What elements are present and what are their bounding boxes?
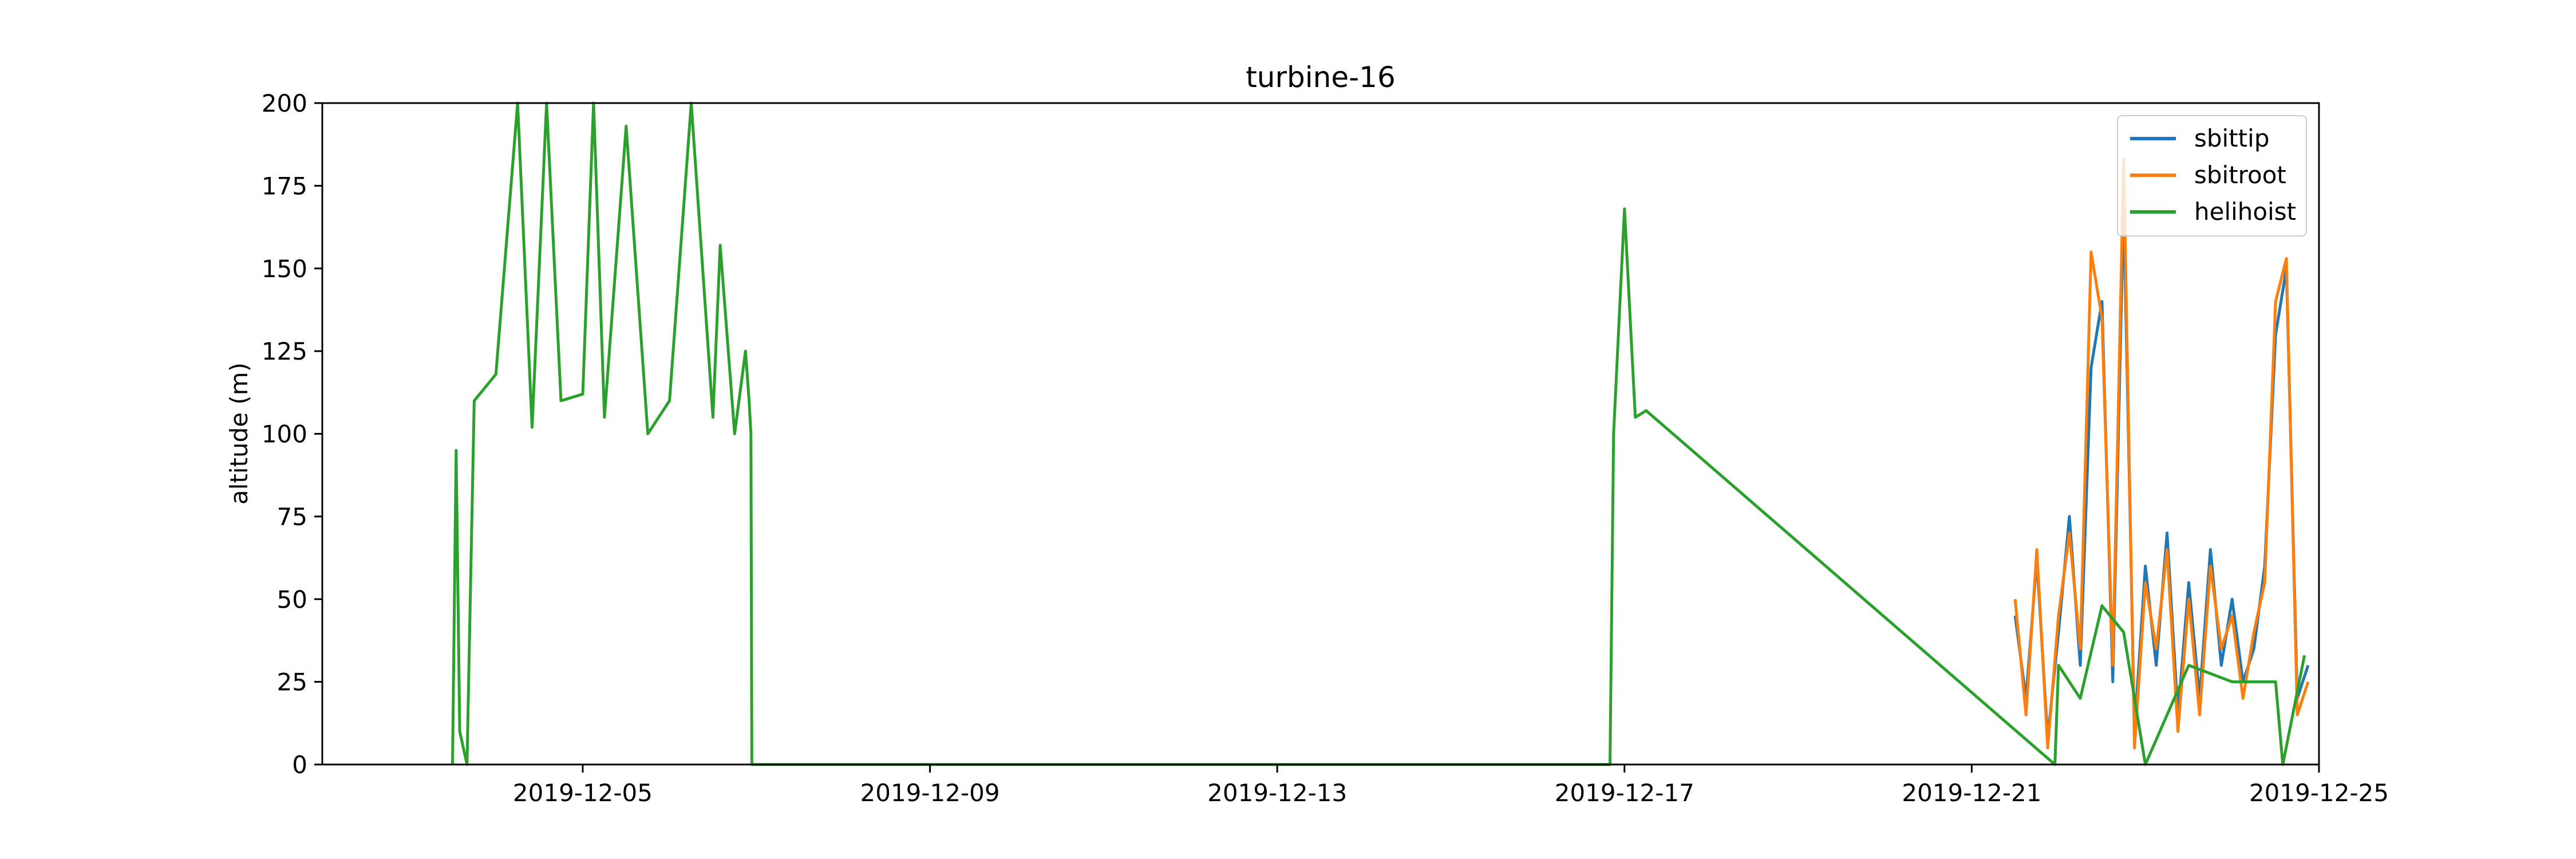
legend: sbittip sbitroot helihoist bbox=[2117, 115, 2307, 237]
legend-label-sbitroot: sbitroot bbox=[2194, 161, 2286, 189]
x-tick-label: 2019-12-21 bbox=[1902, 779, 2041, 807]
x-tick-label: 2019-12-17 bbox=[1555, 779, 1694, 807]
series-line-helihoist bbox=[451, 101, 2306, 766]
x-tick-label: 2019-12-09 bbox=[860, 779, 1000, 807]
y-tick-label: 0 bbox=[292, 751, 307, 779]
plot-area bbox=[322, 103, 2319, 765]
y-tick-label: 125 bbox=[262, 337, 307, 365]
y-axis-label: altitude (m) bbox=[225, 362, 253, 505]
y-tick-label: 25 bbox=[277, 668, 307, 696]
legend-label-helihoist: helihoist bbox=[2194, 198, 2296, 226]
x-axis: 2019-12-05 2019-12-09 2019-12-13 2019-12-17… bbox=[513, 765, 2389, 807]
x-tick-label: 2019-12-05 bbox=[513, 779, 653, 807]
x-tick-label: 2019-12-25 bbox=[2249, 779, 2389, 807]
y-tick-label: 50 bbox=[277, 585, 307, 613]
series-lines bbox=[451, 101, 2310, 766]
y-tick-label: 200 bbox=[262, 89, 307, 117]
legend-label-sbittip: sbittip bbox=[2194, 124, 2269, 152]
x-tick-label: 2019-12-13 bbox=[1207, 779, 1347, 807]
series-line-sbitroot bbox=[2013, 157, 2310, 750]
chart-title: turbine-16 bbox=[1246, 61, 1396, 94]
y-tick-label: 175 bbox=[262, 172, 307, 200]
y-tick-label: 75 bbox=[277, 503, 307, 531]
legend-box bbox=[2117, 115, 2307, 237]
y-tick-label: 150 bbox=[262, 255, 307, 283]
y-tick-label: 100 bbox=[262, 420, 307, 448]
y-axis: 0 25 50 75 100 125 150 175 200 bbox=[262, 89, 322, 779]
